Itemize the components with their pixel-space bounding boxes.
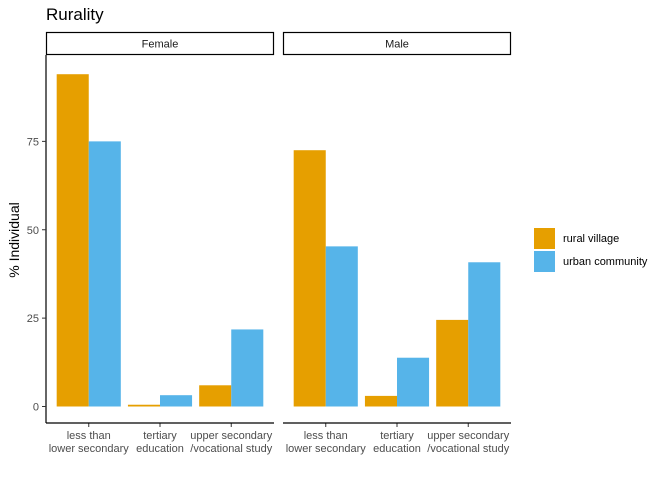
panel-strip [282,31,512,56]
bar-rural-village-1 [364,395,397,407]
bar-rural-village-1 [127,404,160,407]
legend: rural village urban community [534,228,648,272]
x-tick-label: upper secondary [427,430,509,442]
x-tick-label: upper secondary [190,430,272,442]
x-tick-label: less than [67,430,111,442]
y-tick-label: 25 [27,313,39,325]
bar-urban-community-1 [160,395,193,407]
y-tick-label: 75 [27,136,39,148]
y-axis-title: % Individual [6,202,22,278]
chart-title: Rurality [46,5,104,24]
bar-urban-community-0 [325,246,358,407]
bar-urban-community-1 [397,357,430,407]
bar-rural-village-2 [436,319,469,407]
x-tick-label: lower secondary [286,443,367,455]
panel-strip [45,31,275,56]
legend-swatch [534,228,555,249]
legend-swatch [534,251,555,272]
x-tick-label: education [136,443,184,455]
x-tick-label: less than [304,430,348,442]
x-tick-label: education [373,443,421,455]
bar-urban-community-0 [88,141,121,407]
panel-strip-label: Male [385,39,409,51]
bar-rural-village-0 [293,150,326,407]
x-tick-label: /vocational study [190,443,272,455]
bar-rural-village-0 [56,74,89,407]
x-tick-label: tertiary [143,430,177,442]
y-tick-label: 50 [27,225,39,237]
x-tick-label: tertiary [380,430,414,442]
legend-label: urban community [563,256,648,268]
bar-urban-community-2 [231,329,264,407]
bar-urban-community-2 [468,262,501,407]
x-tick-label: lower secondary [49,443,130,455]
panel-strip-label: Female [142,39,179,51]
legend-label: rural village [563,233,619,245]
x-tick-label: /vocational study [427,443,509,455]
bar-rural-village-2 [199,385,232,407]
y-tick-label: 0 [33,402,39,414]
